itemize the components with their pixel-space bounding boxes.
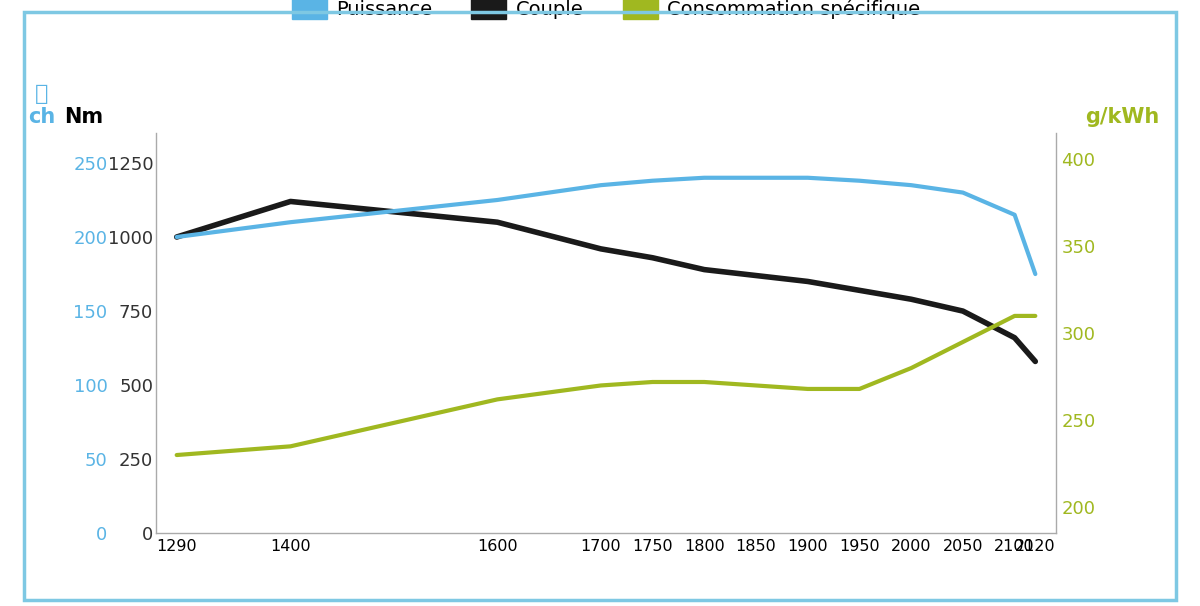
- Text: ch: ch: [29, 107, 55, 127]
- Text: 🔗: 🔗: [35, 84, 49, 104]
- Text: g/kWh: g/kWh: [1085, 107, 1159, 127]
- Text: Nm: Nm: [65, 107, 103, 127]
- Legend: Puissance, Couple, Consommation spécifique: Puissance, Couple, Consommation spécifiq…: [283, 0, 929, 27]
